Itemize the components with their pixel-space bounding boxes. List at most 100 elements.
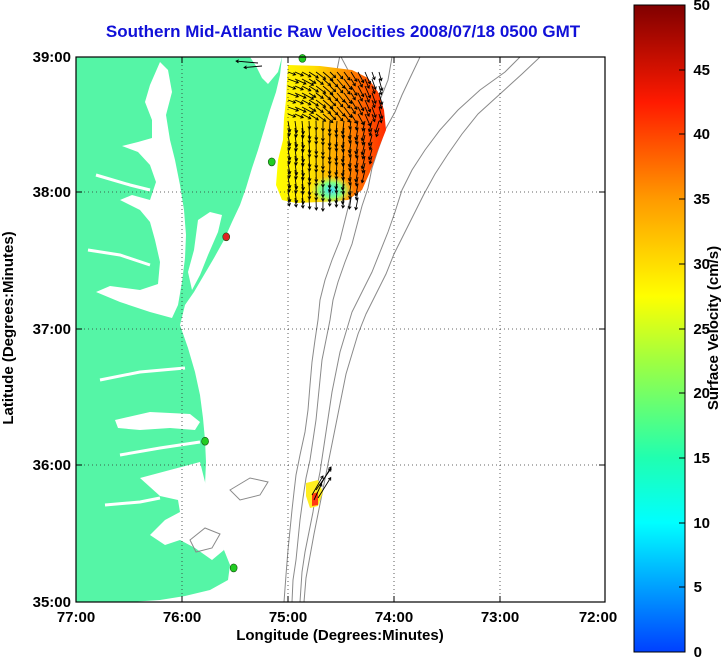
x-tick-label: 76:00 <box>163 609 201 626</box>
velocity-arrow <box>361 148 366 160</box>
velocity-arrow <box>329 113 337 121</box>
velocity-arrows <box>235 59 384 501</box>
velocity-arrow <box>307 134 312 144</box>
velocity-arrow <box>343 85 351 95</box>
velocity-arrow <box>322 106 332 115</box>
velocity-arrow <box>371 113 376 123</box>
colorbar-tick-label: 5 <box>694 579 702 596</box>
velocity-arrow <box>329 99 337 107</box>
velocity-arrow <box>287 92 300 98</box>
x-tick-label: 74:00 <box>375 609 413 626</box>
x-tick-label: 75:00 <box>269 609 307 626</box>
velocity-arrow <box>315 78 324 85</box>
velocity-arrow <box>287 141 291 151</box>
velocity-arrow <box>360 169 366 184</box>
colorbar-tick-label: 25 <box>693 321 710 338</box>
velocity-arrow <box>368 127 373 137</box>
colorbar-tick-label: 20 <box>693 385 710 402</box>
map-layers <box>76 57 541 602</box>
velocity-arrow <box>378 71 383 82</box>
velocity-arrow <box>300 197 305 209</box>
velocity-arrow <box>334 169 339 180</box>
velocity-arrow <box>307 162 312 172</box>
velocity-arrow <box>308 92 317 98</box>
velocity-arrow <box>357 99 365 112</box>
x-tick-labels: 77:00 76:00 75:00 74:00 73:00 72:00 <box>57 609 617 626</box>
colorbar-tick-label: 10 <box>693 515 710 532</box>
velocity-arrow <box>315 106 324 113</box>
velocity-arrow <box>294 85 305 91</box>
velocity-arrow <box>364 71 372 85</box>
velocity-arrow <box>307 120 312 130</box>
velocity-arrow <box>287 99 297 104</box>
x-tick-label: 72:00 <box>579 609 617 626</box>
colorbar-tick-label: 40 <box>693 126 710 143</box>
velocity-arrow <box>378 92 384 106</box>
velocity-arrow <box>287 169 291 179</box>
velocity-arrow <box>357 78 363 88</box>
velocity-arrow <box>334 155 339 166</box>
velocity-arrow <box>315 113 327 122</box>
colorbar-tick-labels: 0 5 10 15 20 25 30 35 40 45 50 <box>693 0 710 659</box>
velocity-arrow <box>357 71 365 84</box>
velocity-arrow <box>367 134 373 147</box>
velocity-field <box>235 59 386 508</box>
velocity-arrow <box>348 162 353 172</box>
velocity-arrow <box>308 106 317 112</box>
velocity-arrow <box>317 476 332 499</box>
velocity-arrow <box>294 197 298 208</box>
velocity-arrow <box>322 113 334 124</box>
velocity-arrow <box>354 197 359 211</box>
y-tick-marks <box>76 191 605 466</box>
velocity-arrow <box>334 183 339 194</box>
velocity-arrow <box>307 141 312 154</box>
velocity-arrow <box>368 155 373 165</box>
velocity-arrow <box>360 127 366 142</box>
velocity-arrow <box>308 71 320 79</box>
velocity-arrow <box>374 120 380 134</box>
velocity-arrow <box>322 92 332 101</box>
velocity-arrow <box>301 99 312 106</box>
x-tick-label: 73:00 <box>481 609 519 626</box>
radar-station-marker <box>298 54 307 63</box>
velocity-arrow <box>371 92 377 105</box>
radar-stations <box>201 54 307 573</box>
velocity-arrow <box>294 99 305 105</box>
velocity-arrow <box>364 85 372 99</box>
velocity-arrow <box>343 71 351 81</box>
velocity-arrow <box>361 162 366 174</box>
velocity-arrow <box>334 134 339 148</box>
colorbar-tick-label: 45 <box>693 62 710 79</box>
y-axis-label: Latitude (Degrees:Minutes) <box>0 231 17 424</box>
x-tick-label: 77:00 <box>57 609 95 626</box>
velocity-arrow <box>348 134 353 144</box>
velocity-arrow <box>347 197 352 210</box>
velocity-arrow <box>334 141 339 152</box>
velocity-arrow <box>307 183 312 196</box>
velocity-arrow <box>307 197 312 210</box>
velocity-arrow <box>301 113 312 120</box>
velocity-arrow <box>378 99 383 110</box>
colorbar-label: Surface Velocity (cm/s) <box>705 246 722 410</box>
velocity-arrow <box>301 78 315 86</box>
grid-lines <box>76 57 605 602</box>
colorbar <box>633 4 686 653</box>
velocity-arrow <box>334 190 339 204</box>
rivers <box>87 173 201 507</box>
velocity-arrow <box>294 78 307 85</box>
velocity-arrow <box>348 190 353 200</box>
velocity-arrow <box>307 148 312 158</box>
velocity-arrow <box>287 78 300 84</box>
velocity-arrow <box>341 197 346 209</box>
velocity-arrow <box>360 141 366 156</box>
velocity-arrow <box>301 92 315 100</box>
velocity-arrow <box>367 120 373 133</box>
velocity-arrow <box>235 59 259 64</box>
velocity-arrow <box>287 197 291 207</box>
velocity-arrow <box>357 113 365 126</box>
velocity-arrow <box>313 482 323 501</box>
velocity-arrow <box>334 162 339 176</box>
velocity-arrow <box>322 78 332 87</box>
velocity-arrow <box>348 148 353 158</box>
